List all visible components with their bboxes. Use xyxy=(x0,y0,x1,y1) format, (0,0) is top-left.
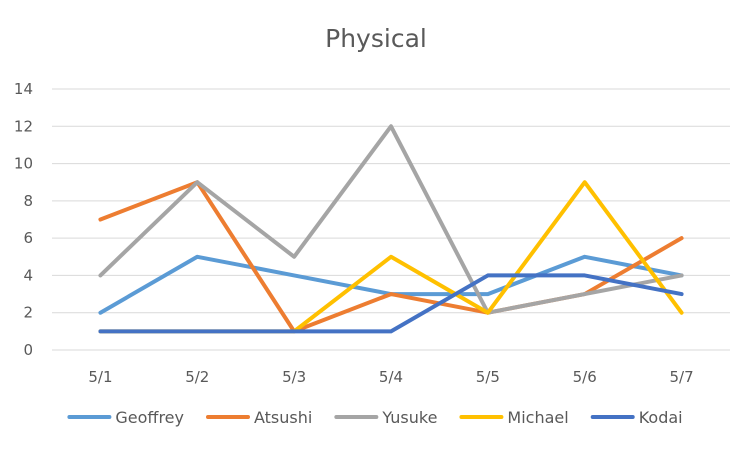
legend-label: Michael xyxy=(507,408,568,427)
x-tick-label: 5/2 xyxy=(185,368,209,386)
series-line-kodai xyxy=(98,273,684,334)
legend: Geoffrey Atsushi Yusuke Michael Kodai xyxy=(67,408,683,427)
legend-label: Atsushi xyxy=(254,408,312,427)
y-tick-label: 14 xyxy=(14,80,33,98)
chart-title: Physical xyxy=(325,24,427,53)
legend-label: Yusuke xyxy=(381,408,437,427)
y-tick-label: 6 xyxy=(23,229,33,247)
series-line-geoffrey xyxy=(98,254,684,315)
legend-label: Kodai xyxy=(639,408,683,427)
y-axis-ticks: 0 2 4 6 8 10 12 14 xyxy=(14,80,33,359)
series-line-yusuke xyxy=(98,124,684,315)
y-tick-label: 12 xyxy=(14,117,33,135)
y-tick-label: 0 xyxy=(23,341,33,359)
x-tick-label: 5/7 xyxy=(670,368,694,386)
y-tick-label: 2 xyxy=(23,304,33,322)
legend-label: Geoffrey xyxy=(115,408,184,427)
y-tick-label: 8 xyxy=(23,192,33,210)
series-lines xyxy=(98,124,684,334)
x-tick-label: 5/1 xyxy=(88,368,112,386)
x-tick-label: 5/3 xyxy=(282,368,306,386)
x-axis-ticks: 5/1 5/2 5/3 5/4 5/5 5/6 5/7 xyxy=(88,368,693,386)
x-tick-label: 5/4 xyxy=(379,368,403,386)
y-tick-label: 10 xyxy=(14,155,33,173)
x-tick-label: 5/5 xyxy=(476,368,500,386)
x-tick-label: 5/6 xyxy=(573,368,597,386)
y-tick-label: 4 xyxy=(23,266,33,284)
